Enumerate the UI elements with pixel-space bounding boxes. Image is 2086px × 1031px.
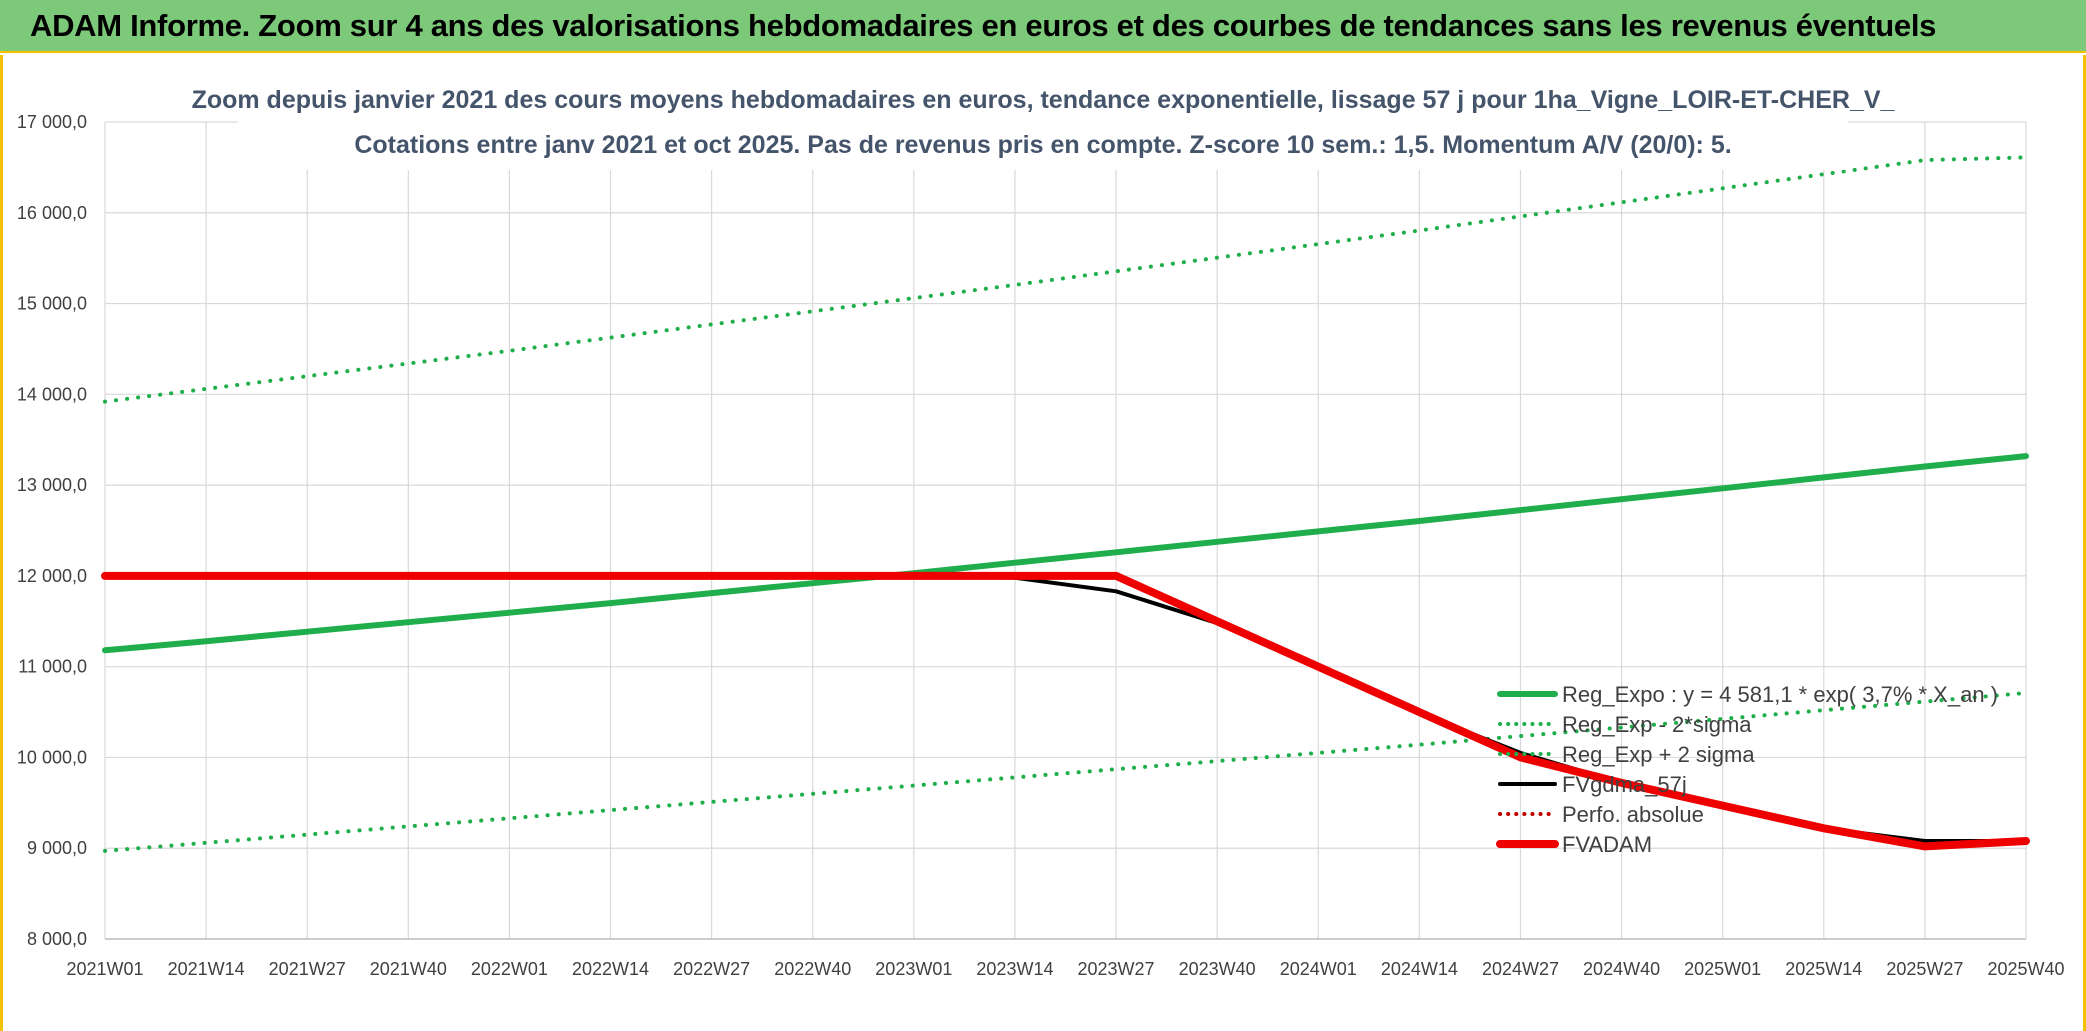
series-line-2	[103, 155, 2028, 404]
legend-label: Reg_Expo : y = 4 581,1 * exp( 3,7% * X_a…	[1562, 682, 1998, 707]
x-axis-ticks: 2021W01 2021W14 2021W27 2021W40 2022W01 2022W…	[66, 959, 2064, 979]
x-tick-label: 2021W27	[269, 959, 346, 979]
y-tick-label: 15 000,0	[17, 294, 87, 314]
legend-label: Reg_Exp - 2*sigma	[1562, 712, 1752, 737]
x-tick-label: 2025W27	[1886, 959, 1963, 979]
x-tick-label: 2023W27	[1078, 959, 1155, 979]
report-banner-title: ADAM Informe. Zoom sur 4 ans des valoris…	[30, 7, 1937, 43]
x-tick-label: 2024W01	[1280, 959, 1357, 979]
chart-grid	[104, 121, 2027, 940]
x-tick-label: 2022W01	[471, 959, 548, 979]
series-line-3	[103, 573, 2028, 843]
chart-title-background	[238, 80, 1848, 170]
legend-label: FVADAM	[1562, 832, 1652, 857]
x-tick-label: 2023W14	[976, 959, 1053, 979]
x-tick-label: 2025W40	[1987, 959, 2064, 979]
chart-frame	[0, 55, 2086, 1031]
x-tick-label: 2021W14	[168, 959, 245, 979]
y-tick-label: 14 000,0	[17, 384, 87, 404]
y-axis-ticks: 17 000,0 16 000,0 15 000,0 14 000,0 13 000,0…	[17, 112, 87, 949]
series-line-0	[102, 453, 2029, 654]
legend-label: Reg_Exp + 2 sigma	[1562, 742, 1755, 767]
y-tick-label: 16 000,0	[17, 203, 87, 223]
x-tick-label: 2024W14	[1381, 959, 1458, 979]
chart-title: Zoom depuis janvier 2021 des cours moyen…	[192, 86, 1896, 114]
y-tick-label: 11 000,0	[18, 657, 87, 677]
x-tick-label: 2022W27	[673, 959, 750, 979]
y-tick-label: 13 000,0	[17, 475, 87, 495]
x-tick-label: 2021W40	[370, 959, 447, 979]
x-tick-label: 2025W14	[1785, 959, 1862, 979]
x-tick-label: 2023W40	[1179, 959, 1256, 979]
report-banner: ADAM Informe. Zoom sur 4 ans des valoris…	[0, 0, 2086, 53]
x-tick-label: 2025W01	[1684, 959, 1761, 979]
x-tick-label: 2023W01	[875, 959, 952, 979]
chart-legend: Reg_Expo : y = 4 581,1 * exp( 3,7% * X_a…	[1496, 682, 1998, 857]
y-tick-label: 10 000,0	[17, 747, 87, 767]
y-tick-label: 8 000,0	[27, 929, 87, 949]
x-tick-label: 2024W40	[1583, 959, 1660, 979]
series-line-1	[103, 691, 2028, 853]
y-tick-label: 9 000,0	[27, 838, 87, 858]
legend-label: Perfo. absolue	[1562, 802, 1704, 827]
series-line-5	[101, 571, 2030, 851]
x-tick-label: 2024W27	[1482, 959, 1559, 979]
x-tick-label: 2022W14	[572, 959, 649, 979]
chart-series	[101, 155, 2030, 853]
y-tick-label: 17 000,0	[17, 112, 87, 132]
y-tick-label: 12 000,0	[17, 566, 87, 586]
x-tick-label: 2022W40	[774, 959, 851, 979]
x-tick-label: 2021W01	[66, 959, 143, 979]
chart-subtitle: Cotations entre janv 2021 et oct 2025. P…	[354, 131, 1731, 159]
legend-label: FVgdma_57j	[1562, 772, 1687, 797]
